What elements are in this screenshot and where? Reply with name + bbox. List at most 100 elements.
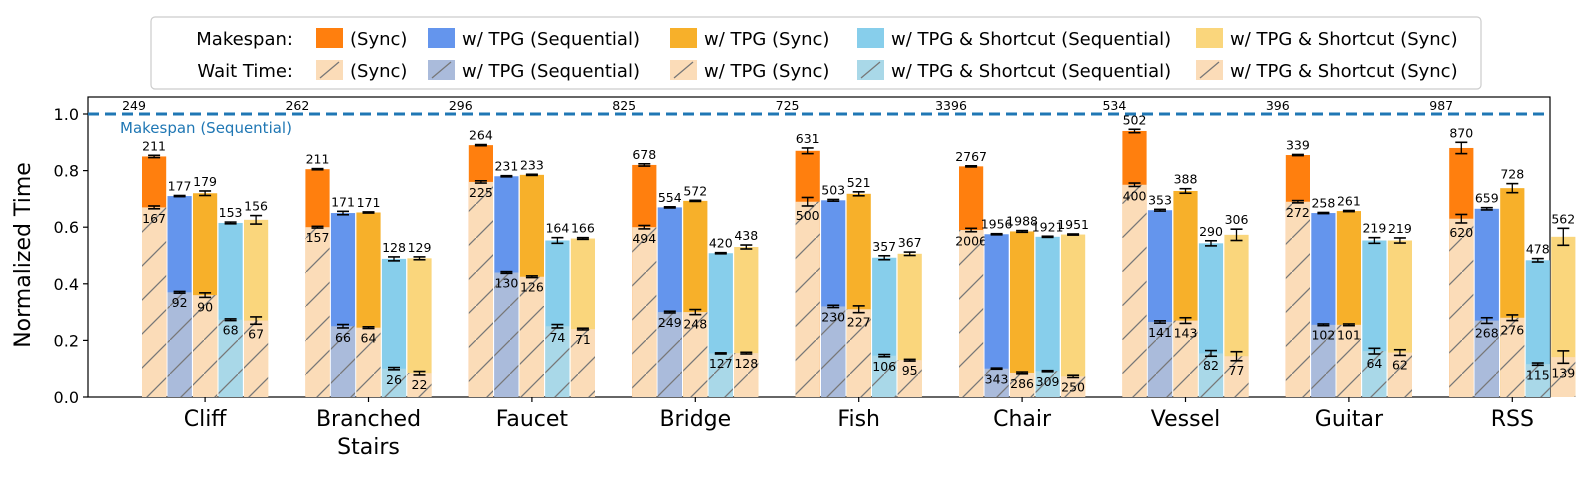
legend-entry-label: (Sync) xyxy=(350,29,407,50)
x-tick-label: Faucet xyxy=(496,407,569,432)
y-tick-label: 0.2 xyxy=(54,331,79,350)
wait-bar-hatch xyxy=(494,272,519,397)
x-tick-label: Guitar xyxy=(1315,407,1384,432)
makespan-value-label: 219 xyxy=(1362,221,1386,236)
legend-entry-label: w/ TPG & Shortcut (Sequential) xyxy=(891,29,1171,50)
makespan-value-label: 1988 xyxy=(1006,214,1038,229)
wait-value-label: 102 xyxy=(1311,328,1335,343)
wait-bar-hatch xyxy=(897,360,922,397)
y-tick-label: 0.0 xyxy=(54,388,79,407)
sequential-value-label: 296 xyxy=(449,98,473,113)
wait-value-label: 64 xyxy=(1366,356,1382,371)
wait-value-label: 92 xyxy=(172,295,188,310)
sequential-value-label: 249 xyxy=(122,98,146,113)
wait-value-label: 225 xyxy=(469,185,493,200)
wait-value-label: 143 xyxy=(1174,325,1198,340)
makespan-value-label: 339 xyxy=(1286,137,1310,152)
wait-bar-hatch xyxy=(632,227,657,397)
makespan-bar xyxy=(1061,234,1086,397)
wait-value-label: 343 xyxy=(985,371,1009,386)
wait-bar-hatch xyxy=(1525,364,1550,397)
wait-bar-hatch xyxy=(356,327,381,397)
makespan-value-label: 554 xyxy=(658,190,682,205)
wait-bar-hatch xyxy=(657,312,682,397)
wait-value-label: 249 xyxy=(658,315,682,330)
makespan-value-label: 166 xyxy=(571,221,595,236)
makespan-value-label: 478 xyxy=(1526,242,1550,257)
wait-value-label: 127 xyxy=(709,356,733,371)
makespan-value-label: 659 xyxy=(1475,191,1499,206)
makespan-value-label: 502 xyxy=(1123,112,1147,127)
wait-value-label: 620 xyxy=(1449,225,1473,240)
wait-bar-hatch xyxy=(846,309,871,397)
wait-bar-hatch xyxy=(570,329,595,397)
wait-bar-hatch xyxy=(193,295,218,397)
x-tick-label: Vessel xyxy=(1151,407,1220,432)
sequential-value-label: 262 xyxy=(285,98,309,113)
wait-bar-hatch xyxy=(1122,184,1147,397)
wait-value-label: 227 xyxy=(847,315,871,330)
wait-value-label: 115 xyxy=(1526,367,1550,382)
wait-value-label: 90 xyxy=(197,299,213,314)
wait-bar-hatch xyxy=(519,276,544,397)
sequential-value-label: 825 xyxy=(612,98,636,113)
makespan-value-label: 219 xyxy=(1388,221,1412,236)
wait-value-label: 64 xyxy=(361,331,377,346)
wait-bar-hatch xyxy=(708,353,733,397)
wait-bar-hatch xyxy=(1061,376,1086,397)
makespan-value-label: 211 xyxy=(306,152,330,167)
wait-bar-hatch xyxy=(1500,317,1525,397)
wait-bar-hatch xyxy=(683,312,708,397)
wait-bar-hatch xyxy=(167,292,192,397)
wait-value-label: 66 xyxy=(335,330,351,345)
wait-bar-hatch xyxy=(545,326,570,397)
y-tick-label: 0.8 xyxy=(54,162,79,181)
wait-value-label: 126 xyxy=(520,280,544,295)
y-tick-label: 0.4 xyxy=(54,275,79,294)
makespan-value-label: 562 xyxy=(1551,211,1575,226)
makespan-value-label: 1956 xyxy=(981,217,1013,232)
wait-value-label: 67 xyxy=(248,326,264,341)
legend-swatch xyxy=(316,28,343,48)
makespan-value-label: 233 xyxy=(520,157,544,172)
y-tick-label: 0.6 xyxy=(54,218,79,237)
wait-value-label: 128 xyxy=(734,356,758,371)
wait-bar-hatch xyxy=(1311,324,1336,397)
makespan-value-label: 353 xyxy=(1148,192,1172,207)
legend-swatch xyxy=(670,28,697,48)
legend-entry-label: w/ TPG (Sequential) xyxy=(462,29,640,50)
legend-row-label: Makespan: xyxy=(196,29,293,50)
legend-entry-label: w/ TPG (Sequential) xyxy=(462,61,640,82)
wait-bar-hatch xyxy=(330,326,356,397)
wait-value-label: 268 xyxy=(1475,325,1499,340)
x-tick-label: Stairs xyxy=(337,435,400,460)
legend-row-label: Wait Time: xyxy=(197,61,293,82)
sequential-value-label: 534 xyxy=(1102,98,1126,113)
makespan-bar xyxy=(1010,231,1035,397)
wait-value-label: 68 xyxy=(223,323,239,338)
x-tick-label: Fish xyxy=(837,407,880,432)
wait-value-label: 167 xyxy=(142,211,166,226)
makespan-value-label: 261 xyxy=(1337,194,1361,209)
wait-bar-hatch xyxy=(1387,352,1412,397)
makespan-value-label: 128 xyxy=(382,240,406,255)
wait-value-label: 71 xyxy=(575,332,591,347)
makespan-value-label: 179 xyxy=(193,174,217,189)
makespan-value-label: 572 xyxy=(683,183,707,198)
wait-value-label: 494 xyxy=(632,231,656,246)
wait-value-label: 250 xyxy=(1061,379,1085,394)
makespan-value-label: 1921 xyxy=(1032,219,1064,234)
wait-value-label: 248 xyxy=(683,317,707,332)
wait-bar-hatch xyxy=(142,207,167,397)
legend-entry-label: w/ TPG (Sync) xyxy=(704,29,829,50)
makespan-value-label: 177 xyxy=(168,179,192,194)
wait-bar-hatch xyxy=(734,353,759,397)
wait-bar-hatch xyxy=(821,306,846,397)
legend-swatch-hatch xyxy=(1199,61,1220,79)
makespan-value-label: 728 xyxy=(1500,167,1524,182)
wait-bar-hatch xyxy=(407,373,432,397)
makespan-value-label: 153 xyxy=(219,205,243,220)
wait-bar-hatch xyxy=(795,201,820,397)
wait-value-label: 157 xyxy=(306,230,330,245)
